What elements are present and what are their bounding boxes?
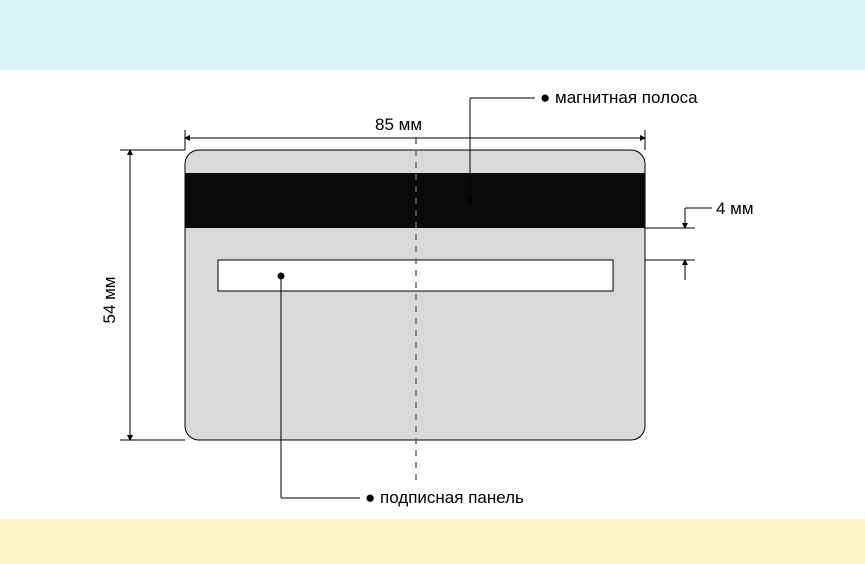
width-dimension: 85 мм xyxy=(185,115,645,150)
mag-stripe-label: магнитная полоса xyxy=(555,88,698,107)
gap-dimension: 4 мм xyxy=(645,199,754,280)
height-label: 54 мм xyxy=(100,276,119,323)
magnetic-stripe xyxy=(185,173,645,228)
gap-label: 4 мм xyxy=(716,199,754,218)
svg-text:● магнитная полоса: ● магнитная полоса xyxy=(540,88,698,107)
width-label: 85 мм xyxy=(375,115,422,134)
callout-bullet: ● xyxy=(365,488,375,507)
signature-label: подписная панель xyxy=(380,488,524,507)
callout-bullet: ● xyxy=(540,88,550,107)
height-dimension: 54 мм xyxy=(100,150,185,440)
svg-text:● подписная панель: ● подписная панель xyxy=(365,488,524,507)
diagram-svg: 85 мм 54 мм 4 мм ● магнитная полоса ● по… xyxy=(0,0,865,564)
